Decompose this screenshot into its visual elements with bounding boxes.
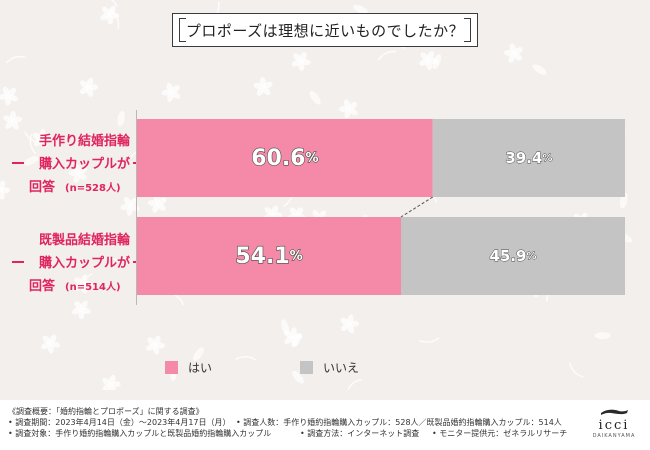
title-bracket-left (179, 18, 186, 42)
pattern-flower-icon (5, 55, 26, 64)
legend-swatch-yes (165, 360, 178, 374)
logo-subtext: DAIKANYAMA (592, 433, 636, 439)
pattern-flower-icon (24, 131, 42, 144)
pattern-flower-icon (100, 5, 120, 25)
data-label-yes-1: 54.1% (235, 244, 302, 269)
bar-segment-no-0 (432, 119, 625, 197)
pattern-flower-icon (283, 327, 303, 347)
bar-segment-yes-0 (137, 119, 433, 197)
pattern-flower-icon (74, 274, 93, 294)
legend-label-yes: はい (188, 360, 213, 375)
category-label-handmade: 手作り結婚指輪 購入カップルが 回答 (n=528人) (12, 131, 145, 199)
pattern-flower-icon (346, 378, 362, 390)
title-bracket-right (464, 18, 471, 42)
pattern-flower-icon (100, 0, 118, 7)
pattern-flower-icon (340, 314, 360, 334)
pattern-flower-icon (3, 110, 23, 130)
pattern-flower-icon (68, 163, 88, 183)
axis-divider (136, 110, 137, 305)
pattern-flower-icon (419, 50, 439, 70)
pattern-flower-icon (419, 337, 440, 343)
data-label-no-1: 45.9% (489, 247, 536, 265)
pattern-flower-icon (79, 77, 99, 97)
pattern-flower-icon (117, 110, 125, 127)
pattern-flower-icon (161, 82, 181, 103)
survey-provider: • モニター提供元：ゼネラルリサーチ (432, 429, 568, 438)
brand-logo: icci DAIKANYAMA (592, 406, 636, 446)
connector-line (400, 196, 433, 218)
pattern-flower-icon (377, 50, 397, 61)
pattern-flower-icon (532, 64, 547, 75)
category-label-line3: 回答 (29, 279, 56, 294)
pattern-flower-icon (193, 347, 204, 361)
category-label-line1: 手作り結婚指輪 (39, 134, 131, 149)
pattern-flower-icon (253, 77, 273, 96)
survey-period: • 調査期間：2023年4月14日（金）～2023年4月17日（月） (8, 418, 231, 427)
survey-method: • 調査方法：インターネット調査 (300, 429, 420, 438)
logo-mark-icon (601, 409, 628, 415)
pattern-flower-icon (235, 355, 256, 361)
pattern-flower-icon (353, 4, 368, 15)
chart-title: プロポーズは理想に近いものでしたか？ (185, 21, 465, 40)
category-label-line3: 回答 (29, 180, 56, 195)
data-label-yes-0: 60.6% (251, 146, 318, 171)
pattern-flower-icon (292, 370, 304, 384)
category-label-line2: 購入カップルが (39, 157, 131, 172)
sample-size: (n=528人) (65, 183, 121, 194)
pattern-flower-icon (0, 180, 11, 200)
label-dash-left (12, 261, 24, 263)
survey-footer: 《調査概要：「婚約指輪とプロポーズ」に関する調査》 • 調査期間：2023年4月… (0, 400, 650, 450)
pattern-flower-icon (81, 273, 93, 291)
category-label-line1: 既製品結婚指輪 (39, 233, 131, 248)
title-box: プロポーズは理想に近いものでしたか？ (172, 13, 478, 47)
bar-segment-no-1 (401, 217, 625, 295)
pattern-flower-icon (29, 133, 37, 155)
pattern-flower-icon (291, 52, 311, 72)
pattern-flower-icon (40, 334, 61, 354)
pattern-flower-icon (32, 128, 52, 148)
pattern-flower-icon (109, 254, 130, 261)
logo-text: icci (598, 418, 630, 433)
legend-swatch-no (300, 360, 314, 374)
label-dash-left (12, 162, 24, 164)
pattern-flower-icon (102, 374, 121, 390)
sample-size: (n=514人) (65, 282, 121, 293)
pattern-flower-icon (23, 156, 39, 166)
pattern-flower-icon (594, 332, 611, 340)
category-label-line2: 購入カップルが (39, 256, 131, 271)
stacked-bar-chart: 60.6% 39.4% 54.1% 45.9% (137, 119, 625, 295)
pattern-flower-icon (338, 99, 358, 119)
pattern-flower-icon (120, 196, 140, 216)
category-label-readymade: 既製品結婚指輪 購入カップルが 回答 (n=514人) (12, 230, 145, 298)
pattern-flower-icon (0, 86, 18, 106)
survey-target: • 調査対象：手作り婚約指輪購入カップルと既製品婚約指輪購入カップル (8, 429, 272, 438)
pattern-flower-icon (146, 335, 166, 355)
pattern-flower-icon (71, 300, 91, 320)
data-label-no-0: 39.4% (505, 149, 552, 167)
pattern-flower-icon (309, 90, 321, 105)
legend-label-no: いいえ (323, 360, 360, 375)
pattern-flower-icon (503, 43, 523, 63)
legend: はい いいえ (165, 357, 359, 377)
survey-people: • 調査人数：手作り婚約指輪購入カップル：528人／既製品婚約指輪購入カップル：… (236, 418, 562, 427)
pattern-flower-icon (568, 362, 584, 378)
chart-panel: プロポーズは理想に近いものでしたか？ 手作り結婚指輪 購入カップルが 回答 (n=… (12, 13, 625, 377)
survey-heading: 《調査概要：「婚約指輪とプロポーズ」に関する調査》 (8, 407, 204, 416)
bar-segment-yes-1 (137, 217, 402, 295)
